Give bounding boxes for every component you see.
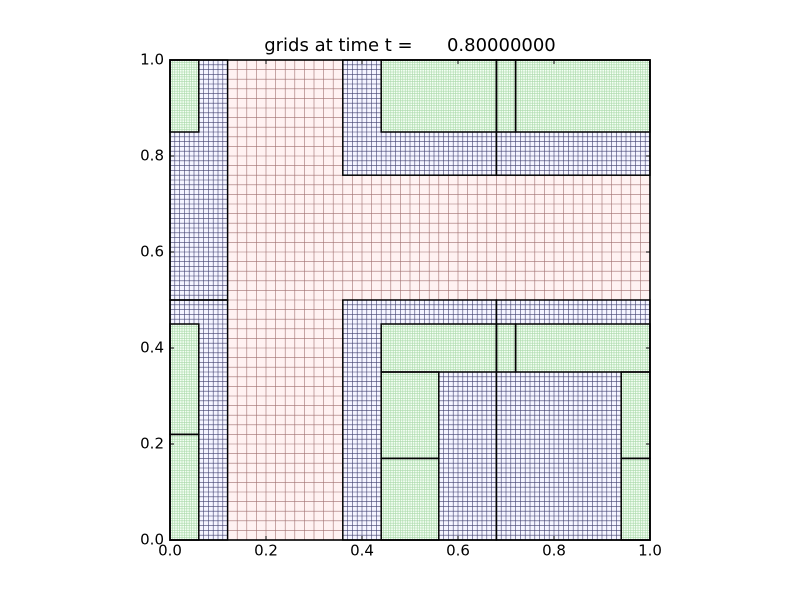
cell-lines <box>170 324 199 435</box>
cell-lines <box>381 60 497 132</box>
y-tick-label: 1.0 <box>140 51 164 69</box>
cell-lines <box>621 372 650 459</box>
x-tick-label: 0.4 <box>350 542 374 560</box>
chart-title: grids at time t = 0.80000000 <box>264 35 556 56</box>
axes-frame <box>169 59 651 541</box>
y-tick-label: 0.4 <box>140 339 164 357</box>
cell-lines <box>496 324 516 372</box>
x-tick-label: 1.0 <box>638 542 662 560</box>
cell-lines <box>515 60 650 132</box>
y-tick-label: 0.0 <box>140 531 164 549</box>
cell-lines <box>621 458 650 540</box>
cell-lines <box>381 324 497 372</box>
y-tick-label: 0.6 <box>140 243 164 261</box>
x-tick-label: 0.2 <box>254 542 278 560</box>
cell-lines <box>170 434 199 540</box>
cell-lines <box>170 60 199 132</box>
y-tick-label: 0.8 <box>140 147 164 165</box>
cell-lines <box>496 60 516 132</box>
x-tick-label: 0.8 <box>542 542 566 560</box>
x-tick-label: 0.6 <box>446 542 470 560</box>
cell-lines <box>381 458 439 540</box>
y-tick-label: 0.2 <box>140 435 164 453</box>
cell-lines <box>381 372 439 459</box>
x-tick-label: 0.0 <box>158 542 182 560</box>
cell-lines <box>515 324 650 372</box>
